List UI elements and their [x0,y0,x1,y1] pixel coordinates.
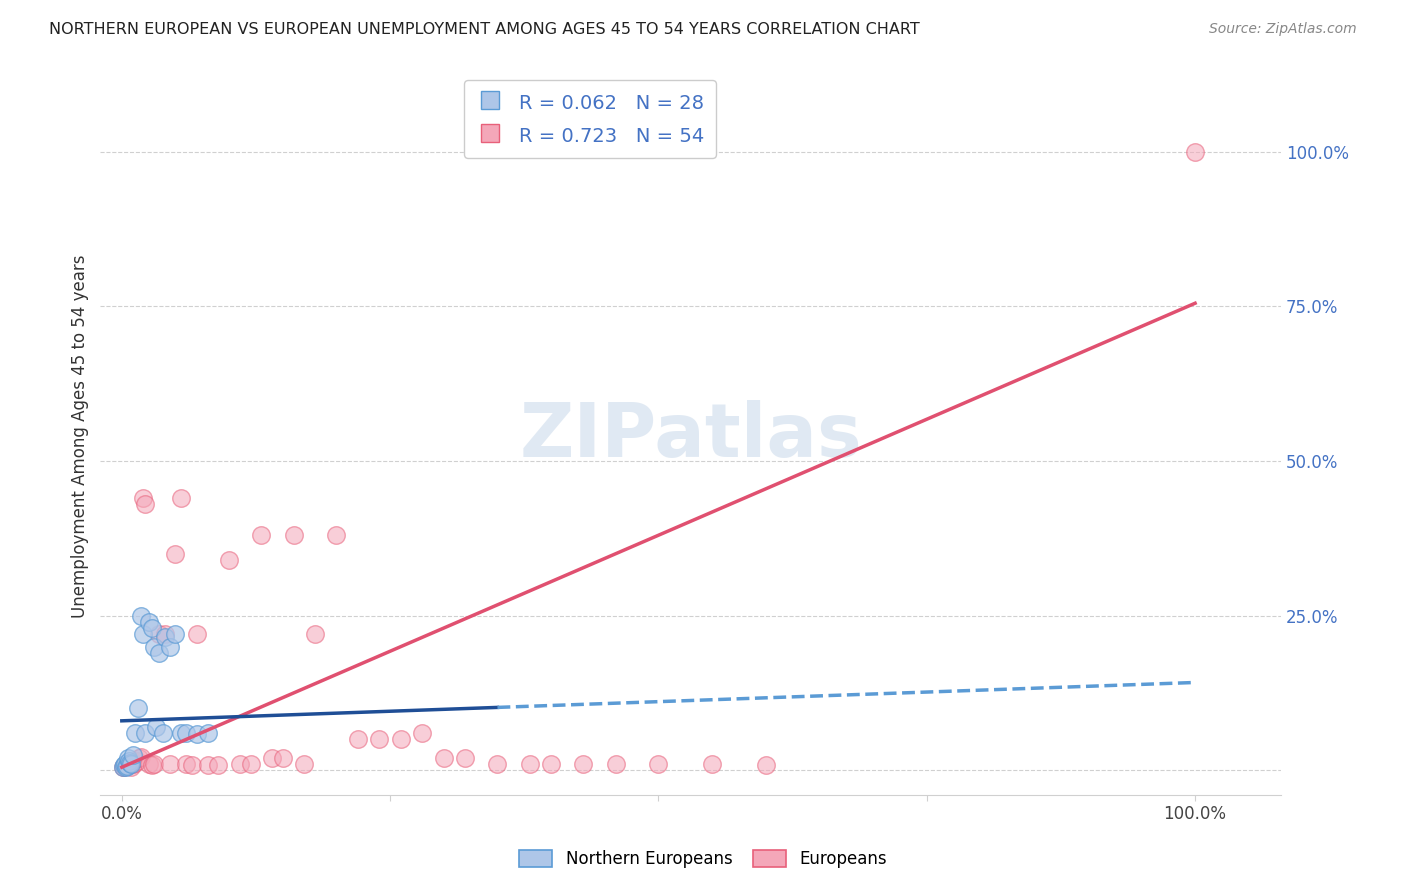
Point [197,758,219,772]
Point [124,756,146,770]
Point [262,751,284,765]
Point [117,751,139,765]
Point [433,751,456,765]
Text: Source: ZipAtlas.com: Source: ZipAtlas.com [1209,22,1357,37]
Point [186,727,208,741]
Point [647,757,669,772]
Point [112,758,135,772]
Text: ZIPatlas: ZIPatlas [519,400,862,473]
Point [368,732,391,747]
Point [120,758,142,772]
Point [114,759,136,773]
Point [186,627,208,641]
Point [115,757,138,772]
Point [486,757,509,772]
Point [454,751,477,765]
Text: NORTHERN EUROPEAN VS EUROPEAN UNEMPLOYMENT AMONG AGES 45 TO 54 YEARS CORRELATION: NORTHERN EUROPEAN VS EUROPEAN UNEMPLOYME… [49,22,920,37]
Point [572,757,595,772]
Point [124,726,146,740]
Point [143,757,166,772]
Point [132,491,155,505]
Point [111,760,134,774]
Point [148,627,170,641]
Point [127,701,149,715]
Point [700,757,723,772]
Point [159,640,181,654]
Point [292,757,315,772]
Point [174,726,197,740]
Point [605,757,627,772]
Point [229,757,252,772]
Point [141,758,163,772]
Y-axis label: Unemployment Among Ages 45 to 54 years: Unemployment Among Ages 45 to 54 years [72,254,89,618]
Point [121,757,143,772]
Point [117,756,139,770]
Point [170,726,193,740]
Point [114,757,136,772]
Point [218,553,240,567]
Point [129,749,152,764]
Point [239,757,262,772]
Point [165,627,187,641]
Point [121,759,143,773]
Point [197,726,219,740]
Point [138,757,160,772]
Point [250,528,273,542]
Point [165,547,187,561]
Point [120,756,142,770]
Point [143,640,166,654]
Point [115,758,138,772]
Point [325,528,347,542]
Point [134,497,156,511]
Point [283,528,305,542]
Point [304,627,326,641]
Point [347,732,370,747]
Point [121,757,143,772]
Point [115,759,138,773]
Point [111,760,134,774]
Point [152,726,174,740]
Point [125,754,148,768]
Point [389,732,412,747]
Point [112,759,135,773]
Point [207,758,229,772]
Point [153,630,176,644]
Point [145,720,167,734]
Point [121,747,143,762]
Point [148,646,170,660]
Point [755,758,778,772]
Point [519,757,541,772]
Point [132,627,155,641]
Point [540,757,562,772]
Point [159,757,181,772]
Point [153,627,176,641]
Point [128,751,150,765]
Legend: Northern Europeans, Europeans: Northern Europeans, Europeans [512,843,894,875]
Point [141,621,163,635]
Point [129,608,152,623]
Point [1184,145,1206,159]
Point [138,615,160,629]
Point [115,759,138,773]
Point [180,758,202,772]
Point [174,757,197,772]
Point [118,754,141,768]
Legend: R = 0.062   N = 28, R = 0.723   N = 54: R = 0.062 N = 28, R = 0.723 N = 54 [464,80,716,158]
Point [134,726,156,740]
Point [170,491,193,505]
Point [271,751,294,765]
Point [411,726,433,740]
Point [118,757,141,772]
